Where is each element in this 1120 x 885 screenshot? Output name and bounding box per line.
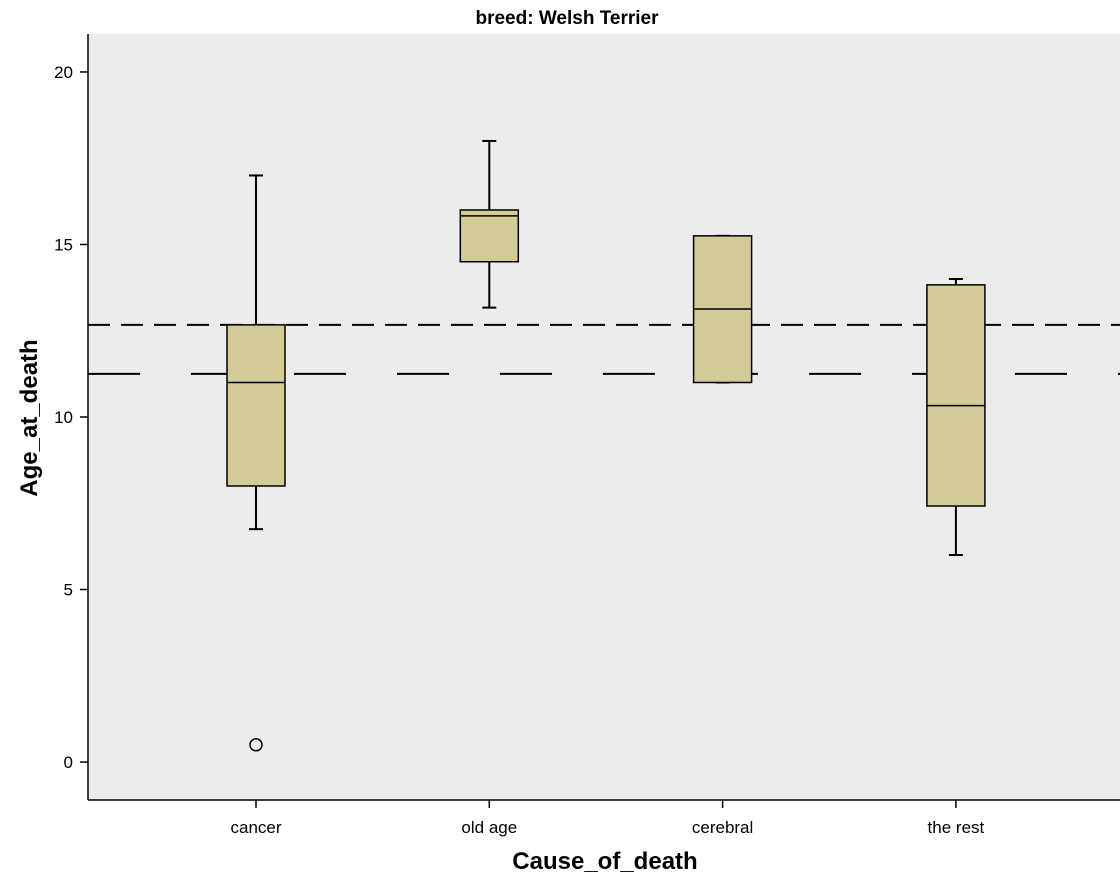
x-tick-label: cancer [230,818,281,837]
chart-title: breed: Welsh Terrier [475,8,659,29]
iqr-box [226,324,286,487]
y-axis-label: Age_at_death [16,339,43,496]
iqr-box [459,209,520,263]
iqr-box [926,284,986,507]
y-axis: 0 5 10 15 20 [54,34,89,800]
box-series [226,139,986,752]
x-axis-label: Cause_of_death [512,848,697,875]
y-tick-label: 10 [54,408,73,427]
x-axis: cancer old age cerebral the rest [88,799,1120,837]
x-tick-label: old age [461,818,517,837]
box-old-age [459,139,520,309]
x-tick-label: cerebral [692,818,753,837]
x-tick-label: the rest [928,818,985,837]
y-tick-label: 0 [64,753,73,772]
y-tick-label: 15 [54,235,73,254]
y-tick-label: 20 [54,63,73,82]
box-cerebral [692,234,753,384]
box-cancer [226,174,286,752]
box-the-rest [926,277,986,557]
outlier-point [249,738,263,752]
y-tick-label: 5 [64,581,73,600]
